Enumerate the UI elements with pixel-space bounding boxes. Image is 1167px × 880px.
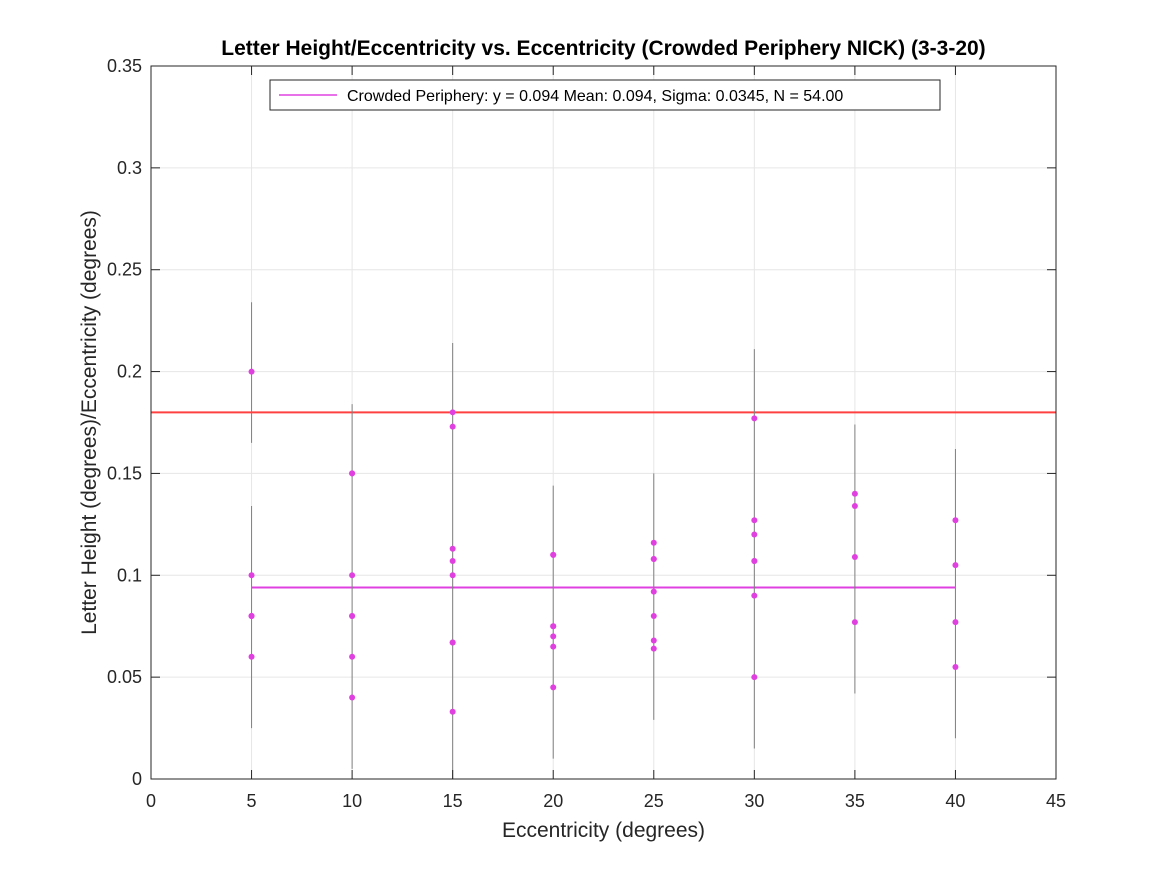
data-point [449,639,456,646]
data-point [650,637,657,644]
x-tick-label: 10 [342,791,362,811]
data-point [851,553,858,560]
data-point [650,645,657,652]
data-point [952,562,959,569]
data-point [248,653,255,660]
y-tick-label: 0.15 [107,463,142,483]
y-tick-label: 0.3 [117,158,142,178]
y-tick-labels: 0 0.05 0.1 0.15 0.2 0.25 0.3 0.35 [107,56,142,789]
data-points [248,368,959,715]
legend-entry: Crowded Periphery: y = 0.094 Mean: 0.094… [347,88,843,105]
data-point [449,558,456,565]
data-point [751,415,758,422]
data-point [650,613,657,620]
data-point [550,623,557,630]
x-tick-label: 45 [1046,791,1066,811]
data-point [550,551,557,558]
data-point [349,613,356,620]
x-tick-label: 35 [845,791,865,811]
y-tick-label: 0.35 [107,56,142,76]
plot-frame [150,65,1057,780]
data-point [851,619,858,626]
data-point [851,503,858,510]
data-point [449,545,456,552]
data-point [650,539,657,546]
x-axis-label: Eccentricity (degrees) [502,819,705,842]
data-point [751,517,758,524]
legend: Crowded Periphery: y = 0.094 Mean: 0.094… [269,79,941,111]
data-point [349,470,356,477]
y-tick-label: 0.25 [107,260,142,280]
data-point [449,708,456,715]
data-point [952,619,959,626]
data-point [449,423,456,430]
data-point [550,684,557,691]
reference-lines [151,411,1056,589]
data-point [751,674,758,681]
x-tick-label: 40 [945,791,965,811]
x-tick-label: 20 [543,791,563,811]
data-point [650,588,657,595]
data-point [248,613,255,620]
x-tick-label: 0 [146,791,156,811]
data-point [751,592,758,599]
legend-box [269,79,941,111]
y-axis-label: Letter Height (degrees)/Eccentricity (de… [78,210,101,635]
x-tick-label: 30 [744,791,764,811]
data-point [550,633,557,640]
data-point [550,643,557,650]
x-tick-label: 15 [443,791,463,811]
data-point [349,653,356,660]
y-tick-label: 0.2 [117,362,142,382]
plot-area [151,66,1056,779]
data-point [751,531,758,538]
y-tick-label: 0.1 [117,565,142,585]
y-tick-label: 0 [132,769,142,789]
x-tick-labels: 0 5 10 15 20 25 30 35 40 45 [146,791,1066,811]
data-point [349,694,356,701]
data-point [248,572,255,579]
data-point [349,572,356,579]
data-point [650,555,657,562]
data-point [449,409,456,416]
data-point [449,572,456,579]
x-tick-label: 25 [644,791,664,811]
data-point [751,558,758,565]
data-point [248,368,255,375]
x-tick-label: 5 [247,791,257,811]
chart-title: Letter Height/Eccentricity vs. Eccentric… [221,37,985,60]
data-point [952,663,959,670]
data-point [952,517,959,524]
y-tick-label: 0.05 [107,667,142,687]
data-point [851,490,858,497]
ticks [150,65,1057,780]
